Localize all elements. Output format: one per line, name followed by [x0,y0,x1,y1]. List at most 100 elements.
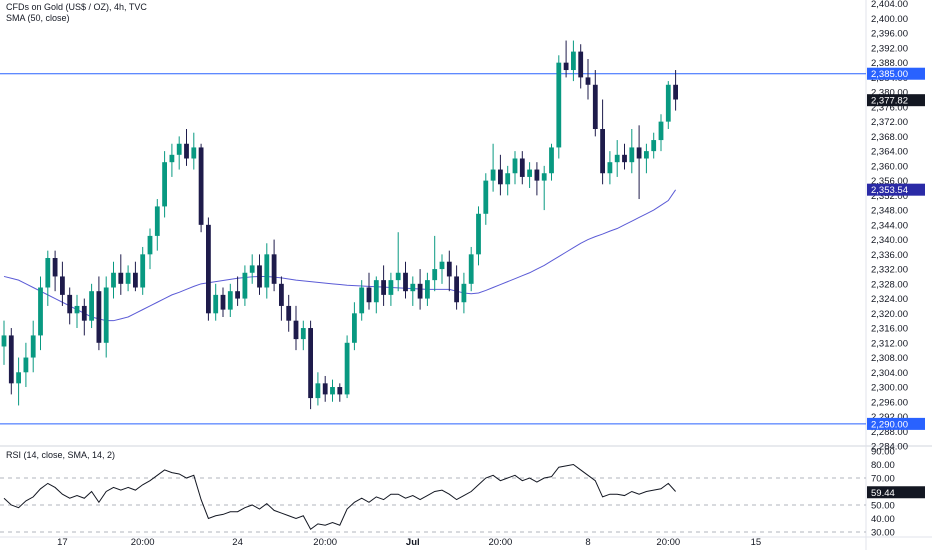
candle-body [359,287,365,314]
candle [249,254,255,284]
time-tick-label: 17 [57,537,68,548]
candle [629,129,635,174]
candle-body [140,254,146,288]
candle-body [344,342,350,395]
candle-body [337,387,343,395]
candle-body [425,280,430,299]
candle [74,294,80,329]
candle [622,143,627,170]
candle-body [468,254,474,284]
candle [556,55,562,159]
candle-body [673,84,678,100]
candle-body [665,84,671,122]
candle [432,235,438,292]
candle [651,132,657,159]
candle [337,383,343,402]
candle [293,305,299,351]
candle [373,276,379,314]
price-tick-label: 2,304.00 [871,368,908,379]
candle-body [607,162,613,174]
candle-body [60,276,65,295]
candle-body [454,276,459,303]
candle-body [279,283,284,306]
price-tick-label: 2,376.00 [871,102,908,113]
candle [330,379,335,402]
candle [264,243,270,299]
price-tick-label: 2,308.00 [871,353,908,364]
sma-legend-label: SMA (50, close) [6,13,70,23]
candle [571,40,576,82]
candle-body [162,162,167,207]
candle-body [235,291,240,299]
candle [658,114,664,152]
candle [147,228,153,270]
candle [541,165,547,211]
candle [359,280,365,321]
candle-body [395,272,401,281]
candle-body [23,357,29,373]
candle-body [483,180,489,214]
candle [454,265,459,310]
candle [578,44,584,89]
price-tick-label: 2,336.00 [871,250,908,261]
rsi-legend-label: RSI (14, close, SMA, 14, 2) [6,450,116,460]
candle [300,320,306,351]
candle-body [636,147,642,159]
candle [198,143,204,233]
candle [8,328,14,395]
candle [111,261,116,299]
time-tick-label: Jul [406,537,420,548]
candle-body [622,154,627,163]
candle-body [176,143,182,155]
candle-body [1,335,7,347]
candle [184,129,189,166]
candle-body [556,62,562,148]
candle-body [286,305,292,321]
price-tick-label: 2,292.00 [871,412,908,423]
candle [257,254,262,295]
candle-body [30,335,36,358]
candle [344,335,350,399]
candle [352,302,357,351]
candle [644,143,649,174]
candle [206,217,211,321]
candle-body [534,169,540,181]
candle-body [169,154,175,163]
price-tick-label: 2,404.00 [871,0,908,10]
candle [592,70,598,137]
candle [395,232,401,292]
candle [286,294,292,332]
candle [67,287,73,325]
rsi-tick-label: 30.00 [871,527,895,538]
candle [220,287,226,317]
rsi-tick-label: 80.00 [871,460,895,471]
candle [403,261,408,299]
candle [673,70,678,111]
price-tick-label: 2,364.00 [871,147,908,158]
candle-body [388,280,394,295]
candle [585,58,591,100]
time-tick-label: 8 [585,537,590,548]
price-tick-label: 2,356.00 [871,176,908,187]
candle [614,140,620,177]
sma-line [3,189,677,322]
sma-price-tag-label: 2,353.54 [871,185,908,196]
candle-body [308,328,313,399]
price-tick-label: 2,288.00 [871,427,908,438]
candle-body [206,224,211,314]
candle [476,206,481,266]
candle-body [67,294,73,314]
candle [439,254,445,284]
candle [242,265,248,306]
candle-body [476,213,481,255]
candle-body [527,169,532,177]
candle [607,151,613,185]
candle-body [271,254,277,284]
candle [425,272,430,306]
price-tick-label: 2,352.00 [871,191,908,202]
candle-body [220,294,226,310]
candle [176,136,182,170]
candle-body [571,51,576,71]
rsi-value-tag-label: 59.44 [871,488,895,499]
